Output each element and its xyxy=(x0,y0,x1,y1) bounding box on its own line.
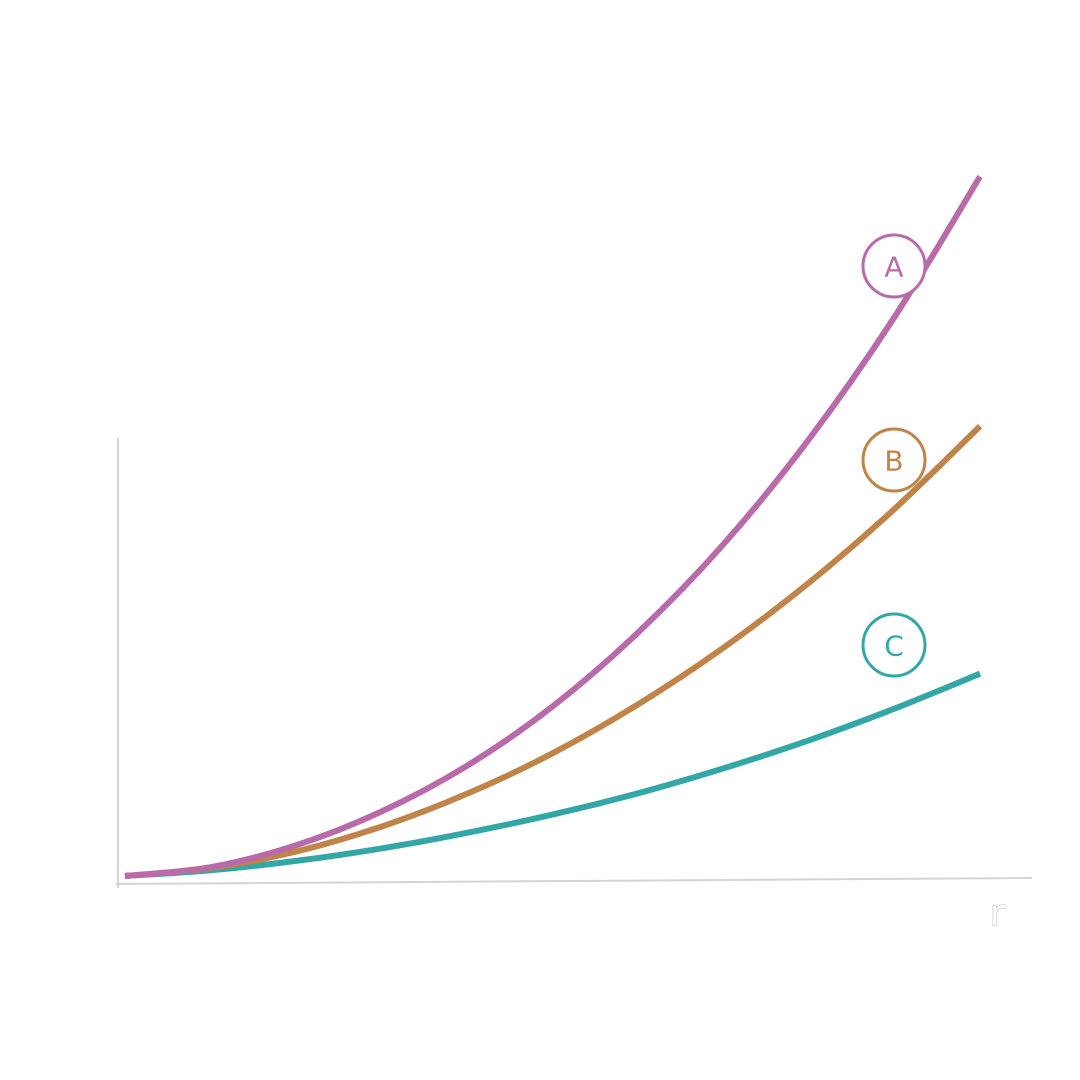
series-layer xyxy=(124,175,983,879)
legend-badge-a: A xyxy=(861,233,927,299)
legend-badge-label: B xyxy=(884,445,903,478)
x-axis xyxy=(115,877,1033,885)
series-line-a xyxy=(124,175,983,879)
legend-badge-b: B xyxy=(861,427,927,493)
legend-badges: A B C xyxy=(861,233,927,678)
legend-badge-ring xyxy=(861,427,927,493)
legend-badge-label: C xyxy=(884,630,904,663)
legend-badge-ring xyxy=(861,233,927,299)
series-line-c xyxy=(124,670,982,879)
series-line-b xyxy=(124,424,983,879)
legend-badge-c: C xyxy=(861,612,927,678)
legend-badge-ring xyxy=(861,612,927,678)
legend-badge-label: A xyxy=(884,251,903,284)
x-axis-label: r xyxy=(990,893,1005,934)
